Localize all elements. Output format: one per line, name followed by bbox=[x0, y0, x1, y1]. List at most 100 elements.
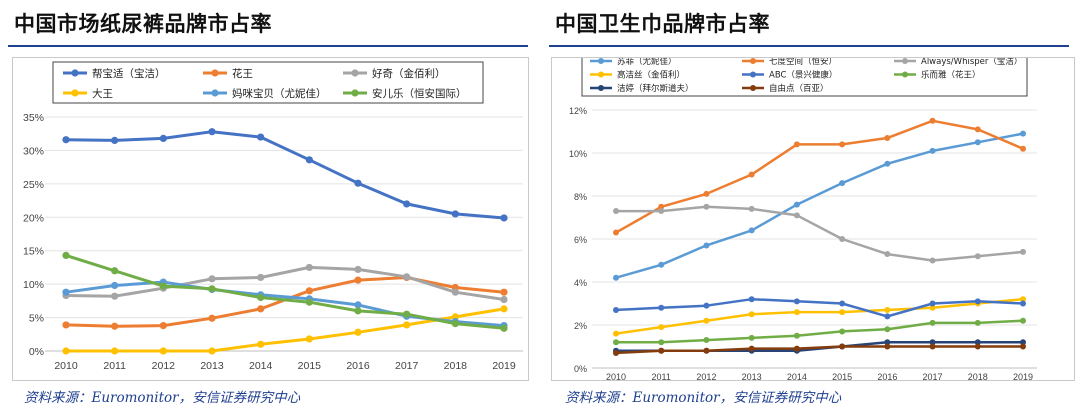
right-data-point bbox=[929, 339, 936, 346]
left-data-point bbox=[354, 328, 362, 336]
left-panel: 中国市场纸尿裤品牌市占率 0% 5% 10% 15% 20% 25% 30% 35% 2010 2… bbox=[8, 12, 529, 406]
right-data-point bbox=[884, 134, 891, 141]
right-legend-label: 苏菲（尤妮佳） bbox=[617, 58, 677, 67]
right-legend-marker bbox=[598, 71, 604, 78]
right-data-point bbox=[929, 300, 936, 307]
right-data-point bbox=[974, 253, 981, 260]
left-data-point bbox=[305, 156, 313, 164]
right-legend-label: Always/Whisper（宝洁） bbox=[921, 58, 1022, 67]
right-data-point bbox=[839, 236, 846, 242]
left-data-point bbox=[111, 322, 119, 330]
left-data-point bbox=[403, 273, 411, 281]
left-data-point bbox=[208, 285, 216, 293]
left-data-point bbox=[159, 321, 167, 330]
left-legend-label: 妈咪宝贝（尤妮佳） bbox=[232, 87, 327, 100]
left-legend-label: 帮宝适（宝洁） bbox=[92, 67, 166, 80]
left-x-tick-label: 2015 bbox=[298, 360, 322, 372]
right-data-point bbox=[703, 317, 710, 324]
right-data-point bbox=[793, 298, 800, 305]
left-y-tick-label: 30% bbox=[23, 145, 44, 157]
right-legend-marker bbox=[598, 58, 604, 64]
left-data-point bbox=[500, 214, 508, 222]
left-data-point bbox=[62, 321, 70, 329]
left-series-line bbox=[65, 265, 505, 301]
left-data-point bbox=[451, 319, 459, 328]
left-data-point bbox=[403, 310, 411, 318]
left-series-line bbox=[65, 130, 505, 220]
right-data-point bbox=[929, 343, 936, 350]
right-data-point bbox=[839, 343, 846, 350]
left-source-note: 资料来源：Euromonitor，安信证券研究中心 bbox=[24, 390, 301, 406]
right-data-point bbox=[703, 337, 710, 344]
right-legend-label: 洁婷（拜尔斯道夫） bbox=[617, 83, 694, 94]
right-legend-marker bbox=[750, 58, 756, 64]
right-data-point bbox=[884, 339, 891, 346]
right-data-point bbox=[703, 190, 710, 197]
right-x-tick-label: 2011 bbox=[652, 372, 671, 380]
right-data-point bbox=[1020, 296, 1026, 303]
left-legend-label: 大王 bbox=[92, 87, 113, 100]
right-data-point bbox=[974, 139, 981, 146]
left-data-point bbox=[500, 288, 508, 296]
right-series-line bbox=[616, 319, 1024, 344]
right-data-point bbox=[839, 328, 846, 335]
right-data-point bbox=[658, 261, 665, 268]
right-data-point bbox=[884, 343, 891, 350]
sanitary-pad-share-chart: 0% 2% 4% 6% 8% 10% 12% 2010 2011 2012 2013 2014 2015… bbox=[569, 58, 1037, 380]
left-legend-label: 安儿乐（恒安国际） bbox=[372, 87, 467, 100]
right-data-point bbox=[613, 274, 619, 281]
left-data-point bbox=[500, 324, 508, 332]
left-data-point bbox=[500, 295, 508, 304]
right-series-line bbox=[615, 132, 1024, 279]
left-data-point bbox=[305, 263, 313, 272]
left-y-tick-label: 0% bbox=[29, 346, 44, 358]
right-data-point bbox=[1020, 317, 1026, 324]
left-legend-label: 好奇（金佰利） bbox=[372, 67, 446, 80]
right-x-tick-label: 2013 bbox=[742, 372, 762, 380]
right-chart-frame: 0% 2% 4% 6% 8% 10% 12% 2010 2011 2012 2013 2014 2015… bbox=[551, 57, 1075, 381]
left-data-point bbox=[111, 136, 119, 144]
left-x-tick-label: 2014 bbox=[249, 360, 273, 372]
right-source-note: 资料来源：Euromonitor，安信证券研究中心 bbox=[565, 390, 842, 406]
right-y-tick-label: 0% bbox=[574, 364, 587, 374]
right-legend-label: 乐而雅（花王） bbox=[921, 70, 981, 81]
right-legend-label: 七度空间（恒安） bbox=[769, 58, 837, 67]
left-legend-marker bbox=[71, 89, 79, 97]
left-data-point bbox=[111, 267, 119, 275]
right-y-tick-label: 4% bbox=[574, 278, 587, 288]
right-legend-label: 高洁丝（金佰利） bbox=[617, 70, 685, 81]
left-x-tick-label: 2016 bbox=[346, 360, 370, 372]
right-data-point bbox=[613, 229, 619, 236]
right-data-point bbox=[884, 251, 891, 258]
right-x-tick-label: 2018 bbox=[968, 372, 988, 380]
right-data-point bbox=[1020, 145, 1026, 152]
right-data-point bbox=[748, 205, 755, 212]
right-x-tick-label: 2015 bbox=[832, 372, 852, 380]
right-x-tick-label: 2014 bbox=[787, 372, 807, 380]
right-series-line bbox=[615, 345, 1023, 355]
right-data-point bbox=[748, 171, 755, 178]
right-data-point bbox=[748, 296, 755, 303]
right-data-point bbox=[703, 302, 710, 309]
right-data-point bbox=[884, 326, 891, 333]
left-data-point bbox=[62, 288, 70, 296]
right-legend-marker bbox=[902, 58, 908, 64]
right-data-point bbox=[929, 257, 936, 264]
right-data-point bbox=[1020, 339, 1026, 346]
left-data-point bbox=[62, 251, 70, 259]
right-data-point bbox=[1020, 300, 1026, 307]
left-y-tick-label: 5% bbox=[29, 313, 44, 325]
left-data-point bbox=[159, 347, 167, 355]
left-data-point bbox=[354, 179, 362, 187]
left-legend-label: 花王 bbox=[232, 67, 253, 80]
left-data-point bbox=[208, 314, 216, 322]
left-x-tick-label: 2017 bbox=[395, 360, 419, 372]
right-legend-marker bbox=[598, 85, 604, 91]
right-series-line bbox=[615, 297, 1024, 335]
right-data-point bbox=[658, 208, 665, 215]
right-data-point bbox=[703, 347, 710, 354]
right-legend-label: ABC（景兴健康） bbox=[769, 70, 837, 81]
right-data-point bbox=[703, 203, 710, 210]
left-chart-frame: 0% 5% 10% 15% 20% 25% 30% 35% 2010 2011 2012 2013 20… bbox=[12, 57, 529, 381]
right-data-point bbox=[884, 313, 891, 320]
